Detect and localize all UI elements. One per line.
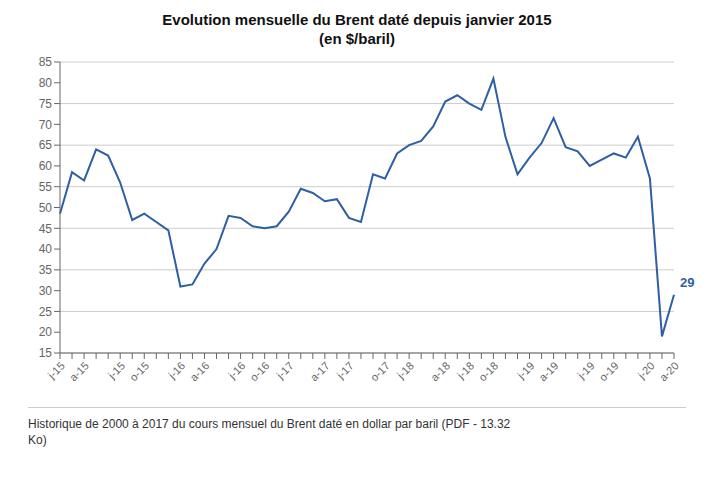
svg-text:60: 60 bbox=[39, 159, 53, 173]
html-text:Ko): Ko) bbox=[28, 433, 47, 447]
svg-text:j-18: j-18 bbox=[454, 359, 476, 381]
svg-text:o-15: o-15 bbox=[127, 359, 151, 383]
svg-text:a-20: a-20 bbox=[657, 359, 681, 383]
svg-text:j-17: j-17 bbox=[334, 359, 356, 381]
svg-text:75: 75 bbox=[39, 97, 53, 111]
svg-text:85: 85 bbox=[39, 55, 53, 69]
svg-text:o-19: o-19 bbox=[597, 359, 621, 383]
svg-text:a-19: a-19 bbox=[536, 359, 560, 383]
svg-text:40: 40 bbox=[39, 242, 53, 256]
svg-text:o-17: o-17 bbox=[368, 359, 392, 383]
svg-text:70: 70 bbox=[39, 118, 53, 132]
svg-text:45: 45 bbox=[39, 222, 53, 236]
svg-text:j-15: j-15 bbox=[105, 359, 127, 381]
svg-text:65: 65 bbox=[39, 138, 53, 152]
svg-text:35: 35 bbox=[39, 263, 53, 277]
svg-text:j-19: j-19 bbox=[514, 359, 536, 381]
svg-text:50: 50 bbox=[39, 201, 53, 215]
svg-text:j-18: j-18 bbox=[394, 359, 416, 381]
svg-text:j-19: j-19 bbox=[574, 359, 596, 381]
svg-text:80: 80 bbox=[39, 76, 53, 90]
svg-text:a-17: a-17 bbox=[308, 359, 332, 383]
svg-text:30: 30 bbox=[39, 284, 53, 298]
svg-text:j-17: j-17 bbox=[274, 359, 296, 381]
svg-text:20: 20 bbox=[39, 325, 53, 339]
svg-text:a-15: a-15 bbox=[67, 359, 91, 383]
svg-text:j-16: j-16 bbox=[225, 359, 247, 381]
html-text:Evolution mensuelle du Brent d: Evolution mensuelle du Brent daté depuis… bbox=[162, 11, 552, 28]
html-text:Historique de 2000 à 2017 du c: Historique de 2000 à 2017 du cours mensu… bbox=[28, 417, 511, 431]
svg-text:j-15: j-15 bbox=[45, 359, 67, 381]
svg-text:j-16: j-16 bbox=[165, 359, 187, 381]
svg-text:a-18: a-18 bbox=[428, 359, 452, 383]
html-text:(en $/baril): (en $/baril) bbox=[319, 30, 395, 47]
svg-text:o-18: o-18 bbox=[476, 359, 500, 383]
svg-text:o-16: o-16 bbox=[248, 359, 272, 383]
svg-text:15: 15 bbox=[39, 346, 53, 360]
svg-text:55: 55 bbox=[39, 180, 53, 194]
svg-text:a-16: a-16 bbox=[187, 359, 211, 383]
svg-text:25: 25 bbox=[39, 305, 53, 319]
svg-text:29: 29 bbox=[680, 275, 694, 290]
svg-text:j-20: j-20 bbox=[635, 359, 657, 381]
